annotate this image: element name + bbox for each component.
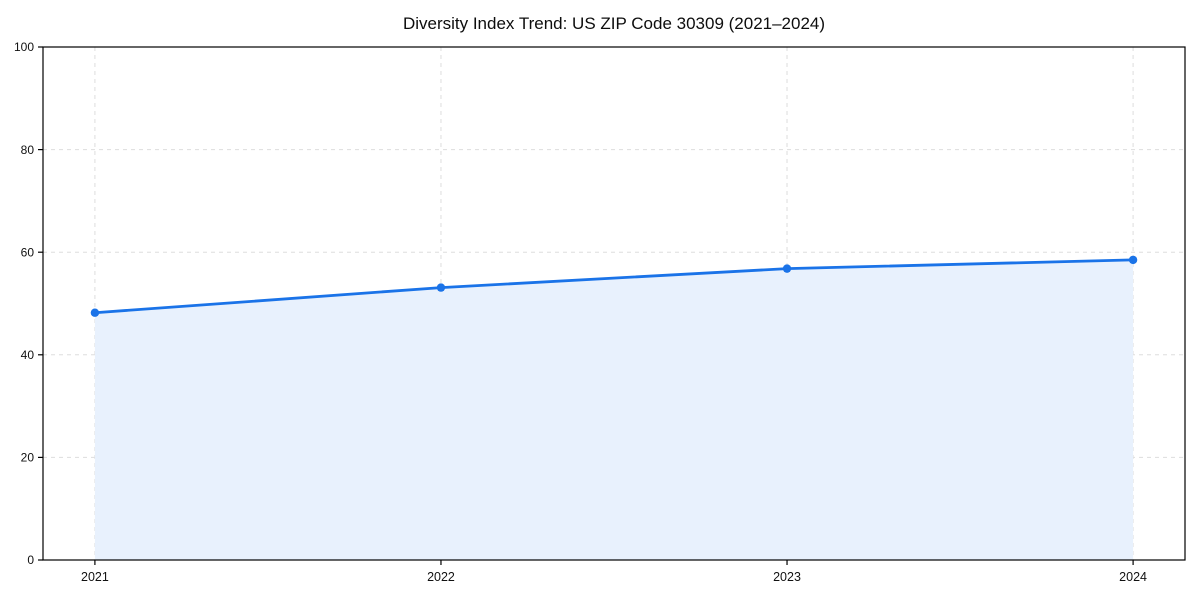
y-tick-label: 100	[14, 40, 34, 54]
x-tick-label: 2024	[1119, 570, 1147, 584]
area-fill	[94, 259, 1134, 560]
data-point-2022	[436, 283, 446, 292]
data-point-2021	[90, 308, 100, 317]
y-tick-label: 80	[21, 143, 35, 157]
y-tick-label: 20	[21, 451, 35, 465]
trend-line	[93, 258, 1135, 315]
y-tick-label: 40	[21, 348, 35, 362]
data-point-2024	[1128, 255, 1138, 265]
y-tick-label: 60	[21, 245, 35, 259]
y-tick-label: 0	[27, 553, 34, 567]
x-tick-label: 2021	[81, 570, 109, 584]
chart-title: Diversity Index Trend: US ZIP Code 30309…	[402, 14, 826, 33]
plot-border	[42, 46, 1186, 561]
x-tick-label: 2023	[773, 570, 801, 584]
x-tick-label: 2022	[427, 570, 455, 584]
data-point-2023	[782, 264, 792, 273]
